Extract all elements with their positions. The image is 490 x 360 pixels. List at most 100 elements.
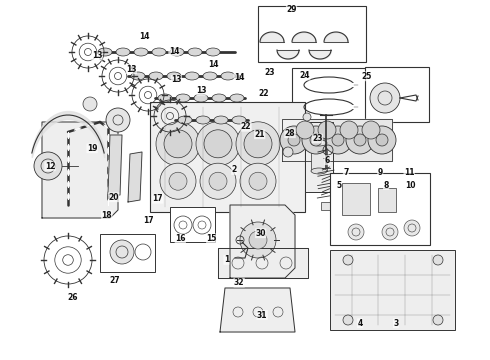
Bar [170, 207, 215, 242]
Text: 6: 6 [325, 156, 330, 165]
Ellipse shape [212, 94, 226, 102]
Ellipse shape [176, 94, 190, 102]
Text: 23: 23 [264, 68, 275, 77]
Text: 17: 17 [152, 194, 163, 203]
Ellipse shape [152, 48, 166, 56]
Circle shape [280, 126, 308, 154]
Bar [258, 6, 366, 62]
Circle shape [209, 172, 227, 190]
Circle shape [433, 255, 443, 265]
Text: 23: 23 [312, 134, 323, 143]
Bar [321, 202, 331, 210]
Text: 10: 10 [405, 181, 416, 189]
Circle shape [404, 220, 420, 236]
Text: 13: 13 [196, 86, 207, 95]
Text: 28: 28 [285, 129, 295, 138]
Ellipse shape [116, 48, 130, 56]
Circle shape [343, 315, 353, 325]
Circle shape [283, 147, 293, 157]
Bar [342, 183, 370, 215]
Circle shape [240, 163, 276, 199]
Text: 19: 19 [87, 144, 98, 153]
Text: 13: 13 [126, 65, 137, 74]
Text: 12: 12 [45, 162, 55, 171]
Text: 22: 22 [241, 122, 251, 131]
Circle shape [156, 122, 200, 166]
Polygon shape [42, 122, 118, 218]
Bar [305, 122, 333, 192]
Text: 17: 17 [143, 216, 153, 225]
Circle shape [296, 121, 314, 139]
Text: 14: 14 [139, 32, 150, 41]
Circle shape [200, 163, 236, 199]
Bar [378, 188, 396, 212]
Text: 1: 1 [224, 256, 229, 264]
Bar [376, 198, 384, 222]
Polygon shape [128, 152, 142, 202]
Circle shape [249, 172, 267, 190]
Circle shape [106, 108, 130, 132]
Ellipse shape [158, 94, 172, 102]
Circle shape [256, 148, 264, 156]
Circle shape [310, 134, 322, 146]
Circle shape [249, 231, 267, 249]
Circle shape [382, 224, 398, 240]
Ellipse shape [214, 116, 228, 124]
Circle shape [196, 122, 240, 166]
Text: 27: 27 [110, 276, 121, 284]
Text: 4: 4 [358, 319, 363, 328]
Text: 7: 7 [343, 168, 348, 177]
Text: 29: 29 [286, 5, 297, 14]
Circle shape [343, 255, 353, 265]
Ellipse shape [311, 168, 327, 174]
Bar [292, 68, 367, 120]
Ellipse shape [178, 116, 192, 124]
Text: 3: 3 [393, 319, 398, 328]
Text: 14: 14 [169, 47, 179, 56]
Text: 32: 32 [234, 278, 245, 287]
Circle shape [354, 134, 366, 146]
Ellipse shape [98, 48, 112, 56]
Polygon shape [230, 205, 295, 278]
Ellipse shape [206, 48, 220, 56]
Circle shape [433, 315, 443, 325]
Ellipse shape [203, 72, 217, 80]
Ellipse shape [134, 48, 148, 56]
Ellipse shape [232, 116, 246, 124]
Text: 30: 30 [255, 229, 266, 238]
Bar [370, 186, 378, 210]
Text: 16: 16 [175, 234, 186, 243]
Circle shape [370, 83, 400, 113]
Bar [365, 67, 429, 122]
Circle shape [236, 122, 280, 166]
Circle shape [288, 134, 300, 146]
Text: 21: 21 [254, 130, 265, 139]
Text: 24: 24 [299, 71, 310, 80]
Bar [311, 143, 327, 171]
Text: 11: 11 [404, 168, 415, 177]
Text: 8: 8 [384, 181, 389, 189]
Ellipse shape [170, 48, 184, 56]
Ellipse shape [221, 72, 235, 80]
Circle shape [302, 126, 330, 154]
Ellipse shape [194, 94, 208, 102]
Text: 20: 20 [108, 193, 119, 202]
Circle shape [348, 224, 364, 240]
Text: 31: 31 [257, 310, 268, 320]
Circle shape [34, 152, 62, 180]
Ellipse shape [230, 94, 244, 102]
Text: 13: 13 [92, 51, 102, 60]
Ellipse shape [167, 72, 181, 80]
Circle shape [318, 121, 336, 139]
Text: 14: 14 [208, 60, 219, 69]
Text: 26: 26 [67, 292, 78, 302]
Circle shape [346, 126, 374, 154]
Circle shape [160, 163, 196, 199]
Ellipse shape [185, 72, 199, 80]
Circle shape [240, 222, 276, 258]
Polygon shape [108, 135, 122, 195]
Text: 2: 2 [232, 166, 237, 175]
Text: 18: 18 [101, 211, 112, 220]
Circle shape [244, 130, 272, 158]
Ellipse shape [311, 140, 327, 146]
